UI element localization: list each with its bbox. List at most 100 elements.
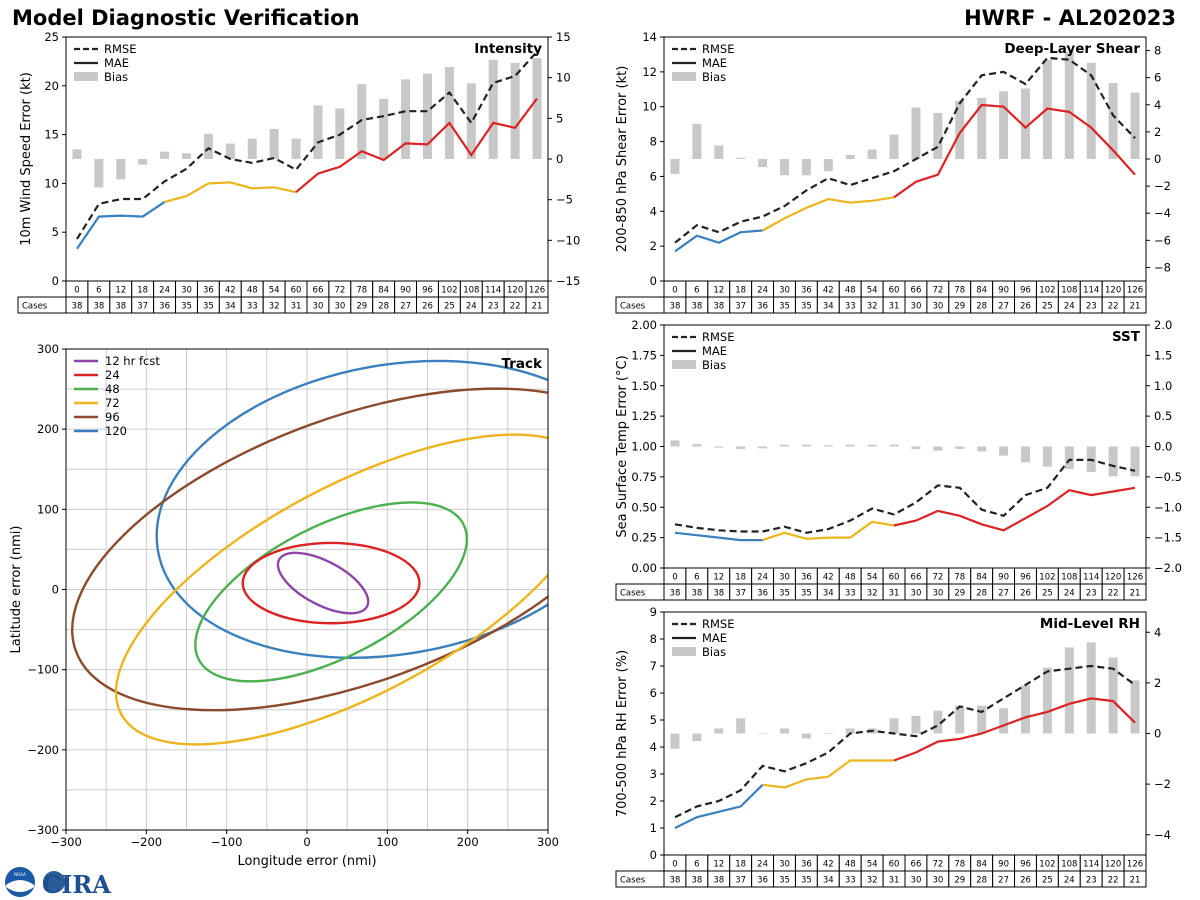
- page-title: Model Diagnostic Verification: [12, 6, 360, 30]
- bias-bar: [977, 446, 987, 452]
- lead-time-label: 36: [801, 573, 812, 583]
- lead-time-label: 36: [801, 286, 812, 296]
- y-tick-label: 1.00: [631, 440, 657, 454]
- lead-time-label: 48: [845, 573, 856, 583]
- bias-bar: [1108, 446, 1118, 477]
- cases-value: 24: [466, 302, 477, 312]
- y2-tick-label: 0: [1154, 727, 1161, 741]
- lead-time-label: 48: [845, 860, 856, 870]
- cases-value: 37: [735, 589, 746, 599]
- rmse-line: [76, 50, 538, 240]
- cases-value: 27: [998, 876, 1009, 886]
- lead-time-label: 60: [291, 286, 302, 296]
- cases-value: 38: [670, 589, 681, 599]
- cira-globe-icon: [43, 871, 65, 893]
- bias-bar: [357, 84, 367, 159]
- bias-bar: [72, 149, 82, 159]
- panel-title: SST: [1112, 329, 1141, 345]
- lead-time-label: 18: [735, 860, 746, 870]
- legend-label: 120: [105, 424, 127, 438]
- legend-label: 48: [105, 382, 120, 396]
- cases-value: 33: [247, 302, 258, 312]
- cases-value: 38: [115, 302, 126, 312]
- bias-bar: [911, 107, 921, 159]
- y-tick-label: 6: [650, 686, 657, 700]
- mae-line: [893, 103, 1136, 199]
- x-tick-label: −100: [211, 835, 243, 849]
- bias-bar: [1064, 647, 1074, 734]
- mae-line: [893, 697, 1136, 762]
- lead-time-label: 102: [1039, 860, 1055, 870]
- bias-bar: [670, 159, 680, 174]
- lead-time-label: 48: [845, 286, 856, 296]
- cases-value: 38: [691, 876, 702, 886]
- bias-bar: [269, 128, 279, 159]
- y-tick-label: 8: [650, 135, 657, 149]
- bias-bar: [670, 733, 680, 749]
- lead-time-label: 42: [225, 286, 236, 296]
- cases-value: 31: [291, 302, 302, 312]
- bias-bar: [313, 105, 323, 159]
- error-ellipse: [194, 501, 469, 683]
- bias-bar: [977, 98, 987, 159]
- cases-value: 33: [845, 589, 856, 599]
- y-tick-label: 5: [650, 713, 657, 727]
- y-tick-label: 2: [650, 239, 657, 253]
- bias-bar: [379, 98, 389, 159]
- cases-value: 35: [779, 302, 790, 312]
- bias-bar: [736, 446, 746, 449]
- bias-bar: [670, 440, 680, 447]
- lead-time-label: 12: [713, 286, 724, 296]
- x-axis-label: Longitude error (nmi): [237, 854, 376, 869]
- lead-time-label: 102: [1039, 573, 1055, 583]
- y-tick-label: 200: [37, 422, 59, 436]
- bias-bar: [1108, 657, 1118, 734]
- lead-time-label: 78: [954, 573, 965, 583]
- lead-time-label: 24: [159, 286, 170, 296]
- cases-value: 30: [313, 302, 324, 312]
- bias-bar: [510, 63, 520, 159]
- bias-bar: [401, 79, 411, 159]
- y2-tick-label: −0.5: [1154, 470, 1182, 484]
- lead-time-label: 0: [672, 860, 677, 870]
- y2-tick-label: 2.0: [1154, 318, 1172, 332]
- cases-value: 28: [976, 876, 987, 886]
- y-tick-label: 0.25: [631, 531, 657, 545]
- cases-value: 30: [932, 302, 943, 312]
- lead-time-label: 12: [115, 286, 126, 296]
- lead-time-label: 0: [672, 573, 677, 583]
- bias-bar: [845, 444, 855, 447]
- cases-value: 34: [225, 302, 236, 312]
- lead-time-label: 60: [889, 860, 900, 870]
- lead-time-label: 102: [441, 286, 457, 296]
- bias-bar: [1021, 446, 1030, 463]
- y2-tick-label: 0: [1154, 152, 1161, 166]
- y-tick-label: 0: [52, 583, 59, 597]
- legend-bias-swatch: [672, 72, 696, 81]
- cases-value: 32: [867, 589, 878, 599]
- bias-bar: [845, 728, 855, 734]
- lead-time-label: 126: [529, 286, 545, 296]
- y2-tick-label: −1.5: [1154, 531, 1182, 545]
- cases-value: 22: [1108, 876, 1119, 886]
- bias-bar: [247, 138, 257, 159]
- lead-time-label: 6: [694, 573, 699, 583]
- y-tick-label: 2: [650, 794, 657, 808]
- legend-mae-label: MAE: [702, 344, 727, 358]
- chart-intensity: 0 5 10 15 20 25 −15 −10 −5 0 5 10 15 10m Wind Speed E…: [17, 30, 580, 314]
- lead-time-label: 84: [976, 286, 987, 296]
- lead-time-label: 36: [801, 860, 812, 870]
- bias-bar: [444, 67, 454, 159]
- bias-bar: [867, 149, 877, 159]
- y2-tick-label: 2: [1154, 676, 1161, 690]
- lead-time-label: 120: [1105, 860, 1121, 870]
- bias-bar: [758, 733, 768, 735]
- cases-value: 30: [911, 302, 922, 312]
- y2-tick-label: 1.5: [1154, 348, 1172, 362]
- legend-mae-label: MAE: [104, 56, 129, 70]
- legend-rmse-label: RMSE: [104, 42, 136, 56]
- cases-header-label: Cases: [620, 876, 646, 886]
- cases-value: 38: [713, 589, 724, 599]
